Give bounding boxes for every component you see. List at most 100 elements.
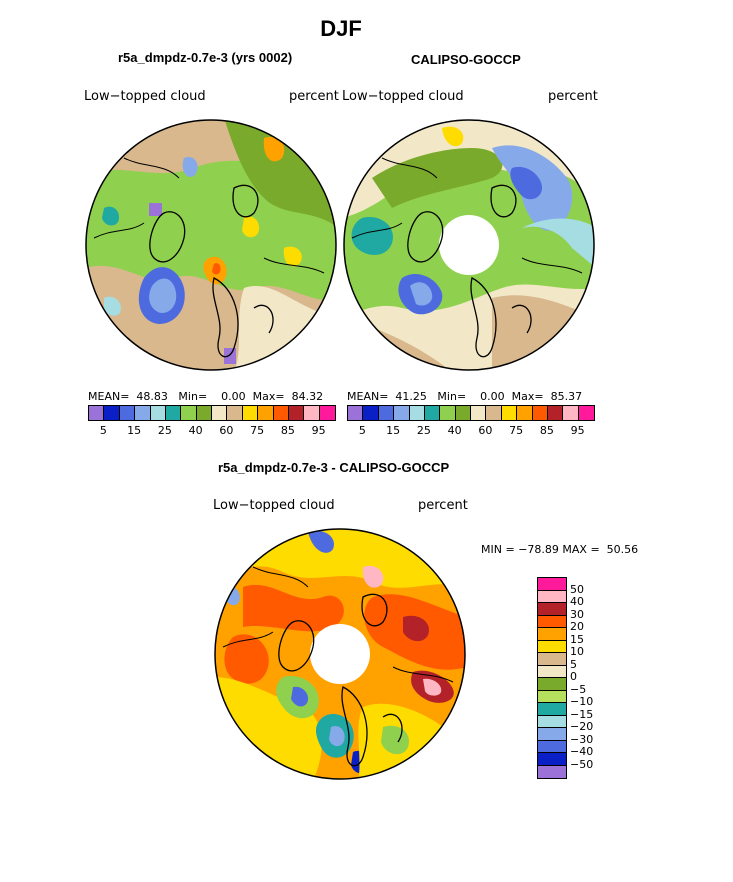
colorbar-tick-label: 15 <box>386 424 401 437</box>
colorbar-swatch <box>538 690 566 703</box>
colorbar-swatch <box>578 406 594 420</box>
colorbar-tick-label: 85 <box>539 424 554 437</box>
colorbar-tick-label: 15 <box>570 632 584 646</box>
right-max-value: 85.37 <box>550 390 583 403</box>
colorbar-tick-label: −5 <box>570 682 587 696</box>
colorbar-swatch <box>538 665 566 678</box>
colorbar-tick-label: 25 <box>416 424 431 437</box>
right-panel-variable-label: Low−topped cloud <box>342 89 464 104</box>
colorbar-tick-label: 5 <box>570 657 577 671</box>
diff-panel-stats: MIN = −78.89 MAX = 50.56 <box>481 543 638 556</box>
colorbar-swatch <box>517 406 533 420</box>
colorbar-swatch <box>538 640 566 653</box>
right-panel-title: CALIPSO-GOCCP <box>411 52 521 67</box>
colorbar-tick-label: 15 <box>127 424 142 437</box>
diff-min-label: MIN = <box>481 543 515 556</box>
colorbar-swatch <box>119 406 136 420</box>
right-mean-label: MEAN= <box>347 390 389 403</box>
colorbar-swatch <box>363 406 379 420</box>
colorbar-tick-label: 95 <box>570 424 585 437</box>
diff-colorbar-ticks: 50 40 30 20 15 10 5 0 −5 −10 −15 −20 −30 −40 −50 <box>570 577 610 777</box>
colorbar-swatch <box>538 578 566 591</box>
colorbar-swatch <box>538 603 566 616</box>
diff-panel-units-label: percent <box>418 498 468 513</box>
colorbar-swatch <box>471 406 487 420</box>
colorbar-tick-label: 20 <box>570 620 584 633</box>
colorbar-swatch <box>532 406 548 420</box>
colorbar-tick-label: 10 <box>570 645 584 658</box>
colorbar-swatch <box>196 406 212 420</box>
diff-polar-map <box>214 528 466 780</box>
colorbar-tick-label: 95 <box>311 424 326 437</box>
diff-colorbar <box>537 577 567 779</box>
colorbar-swatch <box>538 615 566 628</box>
colorbar-swatch <box>538 653 566 666</box>
right-colorbar <box>347 405 595 421</box>
left-colorbar <box>88 405 336 421</box>
diff-panel-title: r5a_dmpdz-0.7e-3 - CALIPSO-GOCCP <box>218 460 450 475</box>
left-colorbar-ticks: 5 15 25 40 60 75 85 95 <box>88 424 336 438</box>
colorbar-swatch <box>150 406 166 420</box>
colorbar-swatch <box>424 406 441 420</box>
colorbar-swatch <box>440 406 456 420</box>
right-max-label: Max= <box>511 390 544 403</box>
colorbar-swatch <box>181 406 197 420</box>
diff-max-value: 50.56 <box>606 543 639 556</box>
colorbar-swatch <box>547 406 564 420</box>
colorbar-tick-label: 5 <box>358 424 366 437</box>
colorbar-swatch <box>273 406 289 420</box>
right-min-label: Min= <box>437 390 467 403</box>
colorbar-tick-label: 40 <box>447 424 462 437</box>
colorbar-swatch <box>242 406 259 420</box>
colorbar-tick-label: −50 <box>570 757 594 771</box>
colorbar-swatch <box>319 406 335 420</box>
colorbar-tick-label: −20 <box>570 720 594 733</box>
left-min-label: Min= <box>178 390 208 403</box>
right-min-value: 0.00 <box>480 390 505 403</box>
colorbar-swatch <box>258 406 274 420</box>
colorbar-swatch <box>538 740 566 753</box>
right-mean-value: 41.25 <box>395 390 427 403</box>
colorbar-tick-label: 75 <box>509 424 524 437</box>
colorbar-tick-label: 25 <box>157 424 172 437</box>
colorbar-swatch <box>212 406 228 420</box>
left-panel-variable-label: Low−topped cloud <box>84 89 206 104</box>
colorbar-swatch <box>538 628 566 641</box>
colorbar-tick-label: 5 <box>99 424 107 437</box>
colorbar-swatch <box>538 715 566 728</box>
colorbar-tick-label: −15 <box>570 707 594 721</box>
colorbar-tick-label: 40 <box>188 424 203 437</box>
colorbar-tick-label: 60 <box>219 424 234 437</box>
colorbar-tick-label: −10 <box>570 695 594 708</box>
left-panel-units-label: percent <box>289 89 339 104</box>
colorbar-swatch <box>288 406 305 420</box>
colorbar-swatch <box>538 765 566 778</box>
colorbar-tick-label: −40 <box>570 745 594 758</box>
left-max-label: Max= <box>252 390 285 403</box>
colorbar-swatch <box>409 406 425 420</box>
colorbar-swatch <box>563 406 579 420</box>
colorbar-swatch <box>227 406 243 420</box>
diff-panel-variable-label: Low−topped cloud <box>213 498 335 513</box>
colorbar-tick-label: 30 <box>570 607 584 621</box>
diff-min-value: −78.89 <box>518 543 559 556</box>
right-polar-map <box>343 119 595 371</box>
colorbar-swatch <box>538 703 566 716</box>
colorbar-swatch <box>378 406 395 420</box>
left-panel-title: r5a_dmpdz-0.7e-3 (yrs 0002) <box>118 50 293 65</box>
colorbar-swatch <box>486 406 502 420</box>
colorbar-tick-label: 85 <box>280 424 295 437</box>
diff-max-label: MAX = <box>562 543 600 556</box>
right-panel-stats: MEAN= 41.25 Min= 0.00 Max= 85.37 <box>347 390 582 403</box>
colorbar-swatch <box>135 406 151 420</box>
colorbar-swatch <box>394 406 410 420</box>
colorbar-tick-label: 50 <box>570 582 584 596</box>
left-max-value: 84.32 <box>291 390 324 403</box>
colorbar-swatch <box>304 406 320 420</box>
left-min-value: 0.00 <box>221 390 246 403</box>
colorbar-swatch <box>165 406 182 420</box>
left-polar-map <box>85 119 337 371</box>
colorbar-swatch <box>538 753 566 766</box>
left-panel-stats: MEAN= 48.83 Min= 0.00 Max= 84.32 <box>88 390 323 403</box>
colorbar-swatch <box>501 406 518 420</box>
